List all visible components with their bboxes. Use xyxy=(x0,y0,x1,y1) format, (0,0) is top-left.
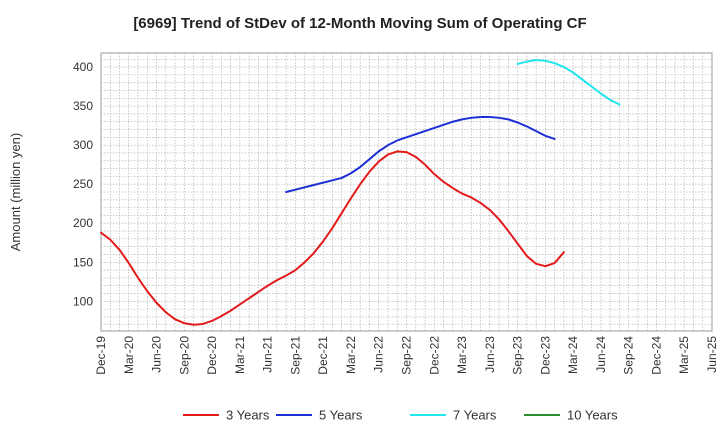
x-tick-label: Mar-22 xyxy=(344,336,358,374)
legend-label-5-years: 5 Years xyxy=(319,408,363,423)
x-tick-label: Jun-22 xyxy=(372,336,386,373)
x-tick-label: Mar-21 xyxy=(233,336,247,374)
x-tick-label: Mar-24 xyxy=(566,336,580,374)
x-tick-label: Dec-19 xyxy=(94,336,108,375)
x-tick-label: Mar-25 xyxy=(677,336,691,374)
series-line-3-years xyxy=(100,150,565,326)
x-tick-label: Dec-22 xyxy=(427,336,441,375)
y-tick-label: 350 xyxy=(73,99,93,113)
y-tick-label: 150 xyxy=(73,255,93,269)
x-tick-label: Sep-22 xyxy=(400,336,414,375)
x-tick-label: Dec-20 xyxy=(205,336,219,375)
series-line-7-years xyxy=(516,59,621,106)
x-tick-label: Sep-20 xyxy=(177,336,191,375)
x-axis-ticks: Dec-19 Mar-20 Jun-20 Sep-20 Dec-20 Mar-21 Jun-… xyxy=(94,336,719,375)
x-tick-label: Jun-20 xyxy=(150,336,164,373)
x-tick-label: Dec-23 xyxy=(538,336,552,375)
x-tick-label: Mar-23 xyxy=(455,336,469,374)
x-tick-label: Jun-24 xyxy=(594,336,608,373)
y-tick-label: 300 xyxy=(73,138,93,152)
x-tick-label: Jun-21 xyxy=(261,336,275,373)
x-tick-label: Mar-20 xyxy=(122,336,136,374)
legend: 3 Years 5 Years 7 Years 10 Years xyxy=(183,408,618,423)
x-tick-label: Sep-21 xyxy=(288,336,302,375)
y-axis-ticks: 100 150 200 250 300 350 400 xyxy=(73,60,93,308)
x-tick-label: Jun-23 xyxy=(483,336,497,373)
y-tick-label: 200 xyxy=(73,216,93,230)
legend-label-10-years: 10 Years xyxy=(567,408,618,423)
y-tick-label: 250 xyxy=(73,177,93,191)
chart-title: [6969] Trend of StDev of 12-Month Moving… xyxy=(133,15,586,32)
grid-lines xyxy=(100,53,713,331)
y-tick-label: 100 xyxy=(73,294,93,308)
series-line-5-years xyxy=(285,116,556,193)
legend-label-7-years: 7 Years xyxy=(453,408,497,423)
x-tick-label: Dec-24 xyxy=(649,336,663,375)
x-tick-label: Sep-24 xyxy=(622,336,636,375)
series-lines xyxy=(100,59,621,326)
y-axis-label: Amount (million yen) xyxy=(8,133,23,252)
legend-label-3-years: 3 Years xyxy=(226,408,270,423)
x-tick-label: Jun-25 xyxy=(705,336,719,373)
x-tick-label: Sep-23 xyxy=(511,336,525,375)
y-tick-label: 400 xyxy=(73,60,93,74)
x-tick-label: Dec-21 xyxy=(316,336,330,375)
